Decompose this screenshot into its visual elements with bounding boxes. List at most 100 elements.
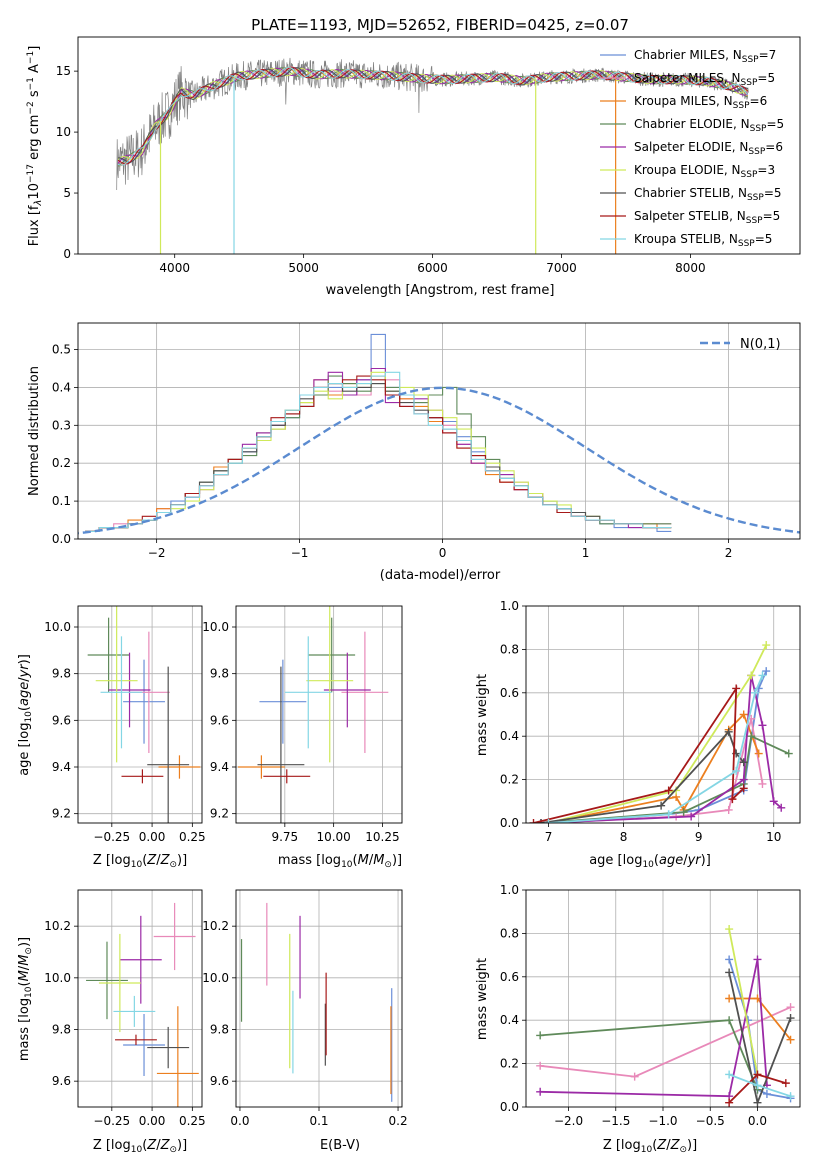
y-tick-label: 10.2 bbox=[202, 919, 229, 933]
errorbar-chabrier-elodie bbox=[86, 941, 128, 1020]
legend-label: Salpeter ELODIE, NSSP=6 bbox=[634, 140, 783, 157]
age-z-panel: Z [log10(Z/Z⊙)] age [log10(age/yr)] −0.2… bbox=[17, 605, 206, 870]
y-tick-label: 10.2 bbox=[44, 919, 71, 933]
errorbar-kroupa-stelib bbox=[100, 636, 143, 749]
x-tick-label: 6000 bbox=[417, 261, 448, 275]
axes-frame bbox=[77, 605, 203, 824]
legend-subscript: SSP bbox=[750, 124, 767, 134]
x-tick-label: −1.0 bbox=[648, 1114, 677, 1128]
y-tick-label: 9.6 bbox=[52, 713, 71, 727]
errorbar-kroupa-elodie bbox=[95, 606, 138, 763]
weight-marker bbox=[758, 779, 767, 788]
weight-marker bbox=[724, 727, 733, 736]
residual-plot: −2 −1 0 1 2 0.0 0.1 0.2 0.3 0.4 0.5 N(0,1) bbox=[52, 322, 801, 560]
errorbar-kroupa-elodie bbox=[98, 933, 141, 1033]
residual-panel: (data-model)/error Normed distribution −… bbox=[27, 322, 801, 583]
y-tick-label: 0.6 bbox=[500, 686, 519, 700]
legend-label: Kroupa ELODIE, NSSP=3 bbox=[634, 163, 775, 180]
y-tick-label: 15 bbox=[56, 64, 71, 78]
weight-marker bbox=[758, 721, 767, 730]
legend-label: Salpeter STELIB, NSSP=5 bbox=[634, 209, 780, 226]
x-tick-label: −1.5 bbox=[601, 1114, 630, 1128]
y-tick-label: 9.6 bbox=[210, 1074, 229, 1088]
y-tick-label: 0.0 bbox=[500, 816, 519, 830]
plot-area bbox=[529, 641, 793, 823]
weight-marker bbox=[724, 805, 733, 814]
weight-marker bbox=[769, 797, 778, 806]
x-tick-label: 7000 bbox=[546, 261, 577, 275]
weight-marker bbox=[725, 994, 734, 1003]
weight-marker bbox=[687, 812, 696, 821]
errorbar-kroupa-miles bbox=[237, 755, 285, 779]
weight-marker bbox=[786, 1092, 795, 1101]
histogram-kroupa-miles bbox=[85, 375, 672, 532]
weight-marker bbox=[679, 808, 688, 817]
x-tick-label: 0.00 bbox=[139, 830, 166, 844]
spectrum-xlabel: wavelength [Angstrom, rest frame] bbox=[326, 283, 555, 298]
errorbar-kroupa-miles bbox=[156, 1006, 199, 1107]
weight-marker bbox=[747, 671, 756, 680]
errorbar-chabrier-miles bbox=[123, 1014, 165, 1076]
legend-value: =5 bbox=[755, 232, 773, 246]
spectrum-legend: Chabrier MILES, NSSP=7 Salpeter MILES, NS… bbox=[600, 48, 784, 249]
mass-z-xlabel: Z [log10(Z/Z⊙)] bbox=[93, 1138, 187, 1155]
legend-value: =5 bbox=[757, 71, 775, 85]
weight-marker bbox=[753, 955, 762, 964]
weight-marker bbox=[754, 749, 763, 758]
x-tick-label: 0 bbox=[439, 546, 447, 560]
axes-frame bbox=[77, 889, 203, 1108]
model-spectrum-kroupa-elodie bbox=[117, 68, 748, 160]
weight-marker bbox=[777, 803, 786, 812]
plot-area bbox=[78, 333, 800, 535]
spectrum-panel: PLATE=1193, MJD=52652, FIBERID=0425, z=0… bbox=[26, 16, 801, 298]
weight-marker bbox=[732, 684, 741, 693]
errorbar-chabrier-miles bbox=[259, 659, 307, 744]
weight-age-ylabel: mass weight bbox=[475, 674, 490, 756]
x-tick-label: 10.00 bbox=[316, 830, 350, 844]
weight-series-chabrier-stelib bbox=[725, 968, 795, 1107]
residual-xlabel: (data-model)/error bbox=[380, 568, 501, 583]
errorbar-salpeter-miles bbox=[153, 902, 196, 971]
weight-series-salpeter-stelib bbox=[725, 1070, 790, 1107]
plot-area bbox=[237, 606, 389, 823]
y-tick-label: 9.6 bbox=[52, 1074, 71, 1088]
weight-marker bbox=[725, 968, 734, 977]
weight-line bbox=[540, 730, 745, 823]
weight-line bbox=[548, 712, 760, 823]
legend-label: Salpeter MILES, NSSP=5 bbox=[634, 71, 775, 88]
mass-z-plot: −0.25 0.00 0.25 9.6 9.8 10.0 10.2 bbox=[44, 889, 206, 1128]
x-tick-label: 0.00 bbox=[139, 1114, 166, 1128]
mass-ebv-plot: 0.0 0.1 0.2 9.6 9.8 10.0 10.2 bbox=[202, 889, 408, 1128]
spectrum-ylabel: Flux [fλ10−17 erg cm−2 s−1 A−1] bbox=[26, 46, 44, 247]
legend-value: =7 bbox=[759, 48, 777, 62]
y-tick-label: 0.0 bbox=[500, 1100, 519, 1114]
y-tick-label: 0.5 bbox=[52, 343, 71, 357]
legend-subscript: SSP bbox=[748, 147, 765, 157]
weight-series-kroupa-stelib bbox=[725, 1070, 795, 1101]
y-tick-label: 10.0 bbox=[44, 971, 71, 985]
y-tick-label: 9.2 bbox=[210, 807, 229, 821]
weight-line bbox=[728, 928, 759, 1075]
y-tick-label: 9.4 bbox=[210, 760, 229, 774]
weight-line bbox=[540, 1019, 759, 1090]
y-tick-label: 10 bbox=[56, 125, 71, 139]
weight-marker bbox=[725, 1070, 734, 1079]
y-tick-label: 0.8 bbox=[500, 926, 519, 940]
weight-line bbox=[540, 959, 768, 1098]
mass-ebv-xlabel: E(B-V) bbox=[320, 1138, 360, 1153]
weight-series-chabrier-elodie bbox=[536, 1016, 762, 1094]
x-tick-label: 1 bbox=[582, 546, 590, 560]
legend-subscript: SSP bbox=[741, 170, 758, 180]
histogram-chabrier-elodie bbox=[85, 375, 672, 532]
errorbar-chabrier-stelib bbox=[147, 1026, 190, 1069]
weight-marker bbox=[725, 1016, 734, 1025]
x-tick-label: 4000 bbox=[159, 261, 190, 275]
y-tick-label: 9.8 bbox=[52, 667, 71, 681]
legend-subscript: SSP bbox=[741, 78, 758, 88]
y-tick-label: 0.2 bbox=[500, 1057, 519, 1071]
plot-area bbox=[240, 902, 393, 1102]
weight-z-plot: −2.0 −1.5 −1.0 −0.5 0.0 0.0 0.2 0.4 0.6 0.8 1.0 bbox=[500, 883, 801, 1128]
histogram-kroupa-elodie bbox=[85, 371, 672, 532]
weight-marker bbox=[536, 1087, 545, 1096]
